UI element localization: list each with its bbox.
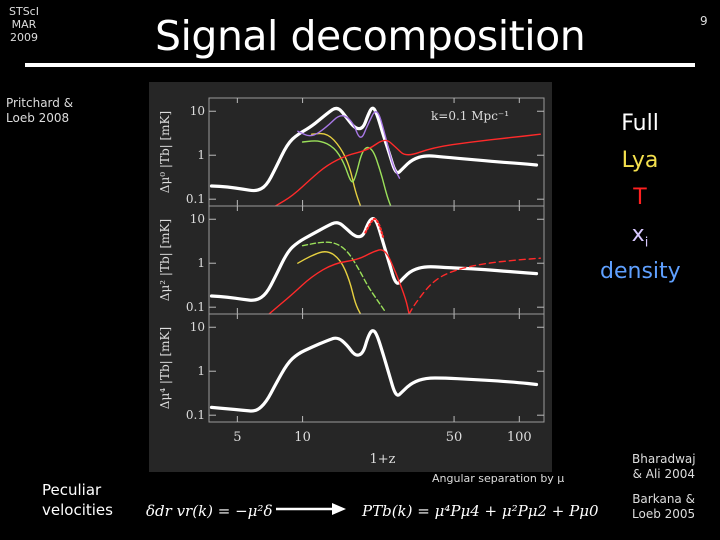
reference-bharadwaj: Bharadwaj & Ali 2004 (632, 452, 696, 482)
series-line (297, 111, 401, 179)
angular-separation-note: Angular separation by μ (432, 472, 565, 485)
y-tick-label: 1 (197, 148, 205, 162)
reference-line: Loeb 2005 (632, 507, 696, 521)
x-tick-label: 5 (233, 430, 241, 445)
series-line (209, 329, 539, 413)
y-tick-label: 10 (190, 104, 205, 118)
citation-line: Pritchard & (6, 96, 74, 110)
y-axis-label: Δμ⁰ |Tb| [mK] (158, 111, 172, 193)
slide-title: Signal decomposition (155, 12, 586, 60)
y-tick-label: 10 (190, 212, 205, 226)
y-tick-label: 0.1 (186, 300, 205, 314)
legend-item-t: T (600, 182, 680, 219)
meta-line: 2009 (10, 31, 38, 44)
x-axis-label: 1+z (369, 452, 395, 467)
slide-meta: STScI MAR 2009 (6, 5, 42, 44)
citation: Pritchard & Loeb 2008 (6, 96, 73, 126)
peculiar-line: Peculiar (42, 481, 102, 499)
x-tick-label: 10 (294, 430, 311, 445)
annotation-k: k=0.1 Mpc⁻¹ (431, 109, 509, 123)
series-line (209, 106, 539, 193)
series-line (297, 251, 362, 314)
legend-label: density (600, 259, 681, 284)
y-tick-label: 0.1 (186, 192, 205, 206)
legend: Full Lya T xi density (600, 108, 681, 293)
x-tick-label: 100 (507, 430, 532, 445)
citation-line: Loeb 2008 (6, 111, 70, 125)
legend-item-lya: Lya (600, 145, 680, 182)
series-line (301, 140, 392, 206)
y-tick-label: 1 (197, 256, 205, 270)
legend-item-density: density (600, 256, 681, 293)
legend-label: T (633, 185, 647, 210)
series-line (310, 132, 362, 206)
meta-line: MAR (11, 18, 37, 31)
legend-label: x (631, 222, 645, 247)
series-line (209, 216, 539, 302)
legend-item-full: Full (600, 108, 680, 145)
panel-frame (208, 313, 545, 423)
power-spectrum-formula: PTb(k) = μ⁴Pμ4 + μ²Pμ2 + Pμ0 (361, 502, 599, 520)
y-axis-label: Δμ⁴ |Tb| [mK] (158, 327, 172, 409)
y-axis-label: Δμ² |Tb| [mK] (158, 219, 172, 301)
reference-line: & Ali 2004 (632, 467, 695, 481)
series-line (364, 217, 385, 238)
series-line (274, 133, 541, 206)
title-rule (25, 63, 695, 67)
series-line (301, 241, 386, 313)
page-number: 9 (700, 14, 708, 28)
arrow-right-icon (332, 503, 346, 515)
reference-line: Barkana & (632, 492, 695, 506)
legend-label: Lya (621, 148, 659, 173)
series-line (268, 249, 410, 314)
series-line (408, 257, 541, 314)
y-tick-label: 0.1 (186, 408, 205, 422)
peculiar-line: velocities (42, 501, 113, 519)
y-tick-label: 10 (190, 320, 205, 334)
reference-barkana: Barkana & Loeb 2005 (632, 492, 695, 522)
velocity-formula: δdr vr(k) = −μ²δ (146, 502, 272, 520)
peculiar-velocities-label: Peculiar velocities (42, 480, 113, 520)
reference-line: Bharadwaj (632, 452, 696, 466)
y-tick-label: 1 (197, 364, 205, 378)
meta-line: STScI (9, 5, 39, 18)
x-tick-label: 50 (446, 430, 463, 445)
legend-subscript: i (644, 235, 649, 251)
formula-row: δdr vr(k) = −μ²δ PTb(k) = μ⁴Pμ4 + μ²Pμ2 … (146, 502, 599, 520)
legend-item-xi: xi (600, 219, 680, 256)
legend-label: Full (621, 111, 659, 136)
